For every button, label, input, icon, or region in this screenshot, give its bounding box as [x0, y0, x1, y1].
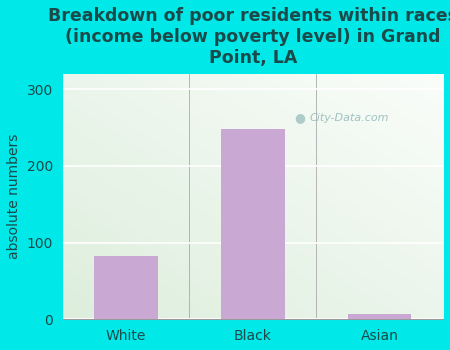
Bar [94, 256, 158, 319]
Title: Breakdown of poor residents within races
(income below poverty level) in Grand
P: Breakdown of poor residents within races… [48, 7, 450, 66]
Text: City-Data.com: City-Data.com [310, 113, 389, 123]
Y-axis label: absolute numbers: absolute numbers [7, 134, 21, 259]
Text: ●: ● [295, 111, 306, 124]
Bar [348, 314, 411, 319]
Bar [221, 129, 284, 319]
